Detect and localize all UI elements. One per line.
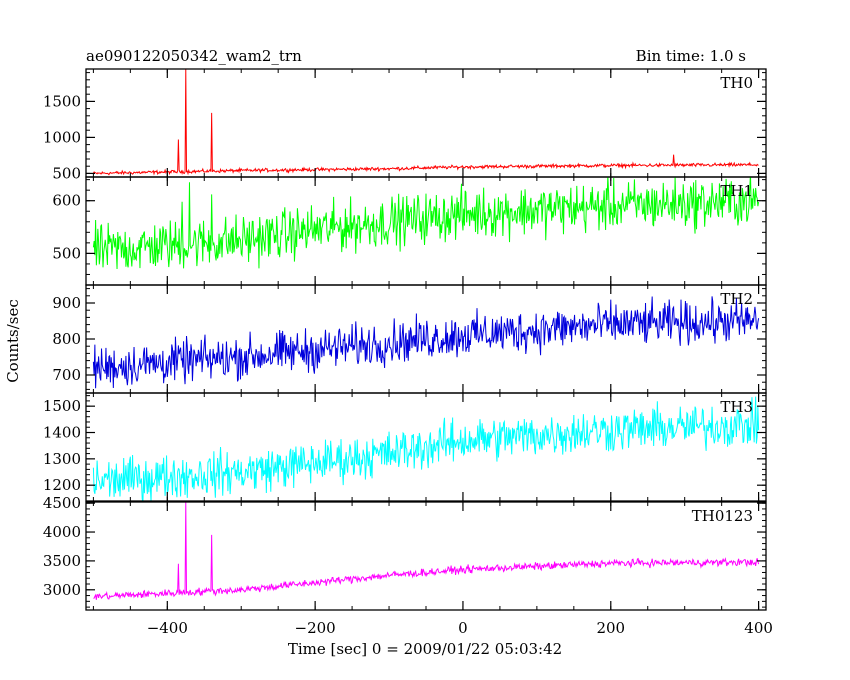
y-tick-label: 1300	[43, 450, 81, 468]
y-tick-label: 4500	[43, 494, 81, 512]
series-line-th2	[92, 296, 760, 389]
panel-label-th1: TH1	[720, 182, 753, 200]
series-line-th3	[92, 396, 760, 501]
y-tick-label: 1500	[43, 92, 81, 110]
series-line-th0	[92, 69, 759, 176]
x-tick-label: −400	[147, 619, 188, 637]
panel-label-th0123: TH0123	[692, 507, 753, 525]
x-tick-label: −200	[295, 619, 336, 637]
y-axis-label: Counts/sec	[4, 299, 22, 383]
y-tick-label: 900	[52, 294, 81, 312]
y-tick-label: 800	[52, 330, 81, 348]
series-line-th1	[92, 177, 760, 269]
y-tick-label: 500	[52, 164, 81, 182]
y-tick-label: 500	[52, 244, 81, 262]
panel-label-th3: TH3	[720, 398, 753, 416]
y-tick-label: 1500	[43, 397, 81, 415]
y-tick-label: 600	[52, 192, 81, 210]
bin-time-label: Bin time: 1.0 s	[636, 47, 746, 65]
y-tick-label: 1200	[43, 476, 81, 494]
y-tick-label: 3500	[43, 552, 81, 570]
y-tick-label: 4000	[43, 523, 81, 541]
series-line-th0123	[93, 502, 760, 600]
panel-frame-th0	[85, 68, 767, 178]
chart-title: ae090122050342_wam2_trn	[86, 47, 302, 65]
y-tick-label: 1400	[43, 424, 81, 442]
x-tick-label: 400	[744, 619, 773, 637]
y-tick-label: 3000	[43, 581, 81, 599]
x-tick-label: 0	[458, 619, 468, 637]
x-axis-label: Time [sec] 0 = 2009/01/22 05:03:42	[288, 640, 562, 658]
y-tick-label: 1000	[43, 128, 81, 146]
y-tick-label: 700	[52, 366, 81, 384]
panel-label-th0: TH0	[720, 74, 753, 92]
panel-label-th2: TH2	[720, 290, 753, 308]
panels: 500 1000 1500 TH0 500 600 TH1 700 800 900 TH2 1200 1…	[43, 68, 773, 637]
x-tick-label: 200	[596, 619, 625, 637]
